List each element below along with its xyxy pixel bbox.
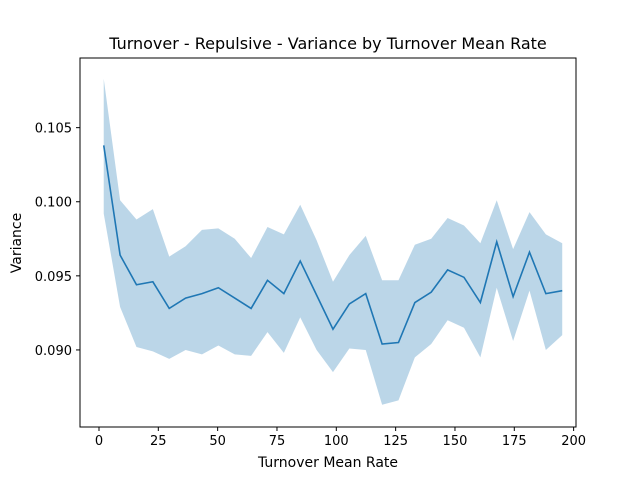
confidence-band — [103, 78, 563, 405]
x-tick-label: 75 — [269, 434, 286, 449]
x-tick-label: 50 — [209, 434, 226, 449]
plot-area — [79, 57, 577, 428]
y-axis-label: Variance — [9, 213, 25, 273]
x-tick-label: 125 — [383, 434, 408, 449]
x-tick-label: 175 — [502, 434, 527, 449]
y-tick-label: 0.095 — [35, 270, 72, 285]
x-axis-label: Turnover Mean Rate — [257, 455, 398, 471]
x-tick-label: 25 — [150, 434, 167, 449]
y-tick-label: 0.090 — [35, 344, 72, 359]
plot-frame — [79, 57, 577, 428]
x-tick-label: 100 — [324, 434, 349, 449]
x-tick-label: 200 — [561, 434, 586, 449]
y-tick-label: 0.105 — [35, 122, 72, 137]
mean-line — [102, 145, 563, 345]
x-axis: 0 25 50 75 100 125 150 175 200 — [95, 427, 586, 449]
x-tick-label: 150 — [443, 434, 468, 449]
y-tick-label: 0.100 — [35, 196, 72, 211]
x-tick-label: 0 — [95, 434, 103, 449]
chart-title: Turnover - Repulsive - Variance by Turno… — [108, 34, 547, 53]
y-axis: 0.090 0.095 0.100 0.105 — [35, 122, 80, 359]
